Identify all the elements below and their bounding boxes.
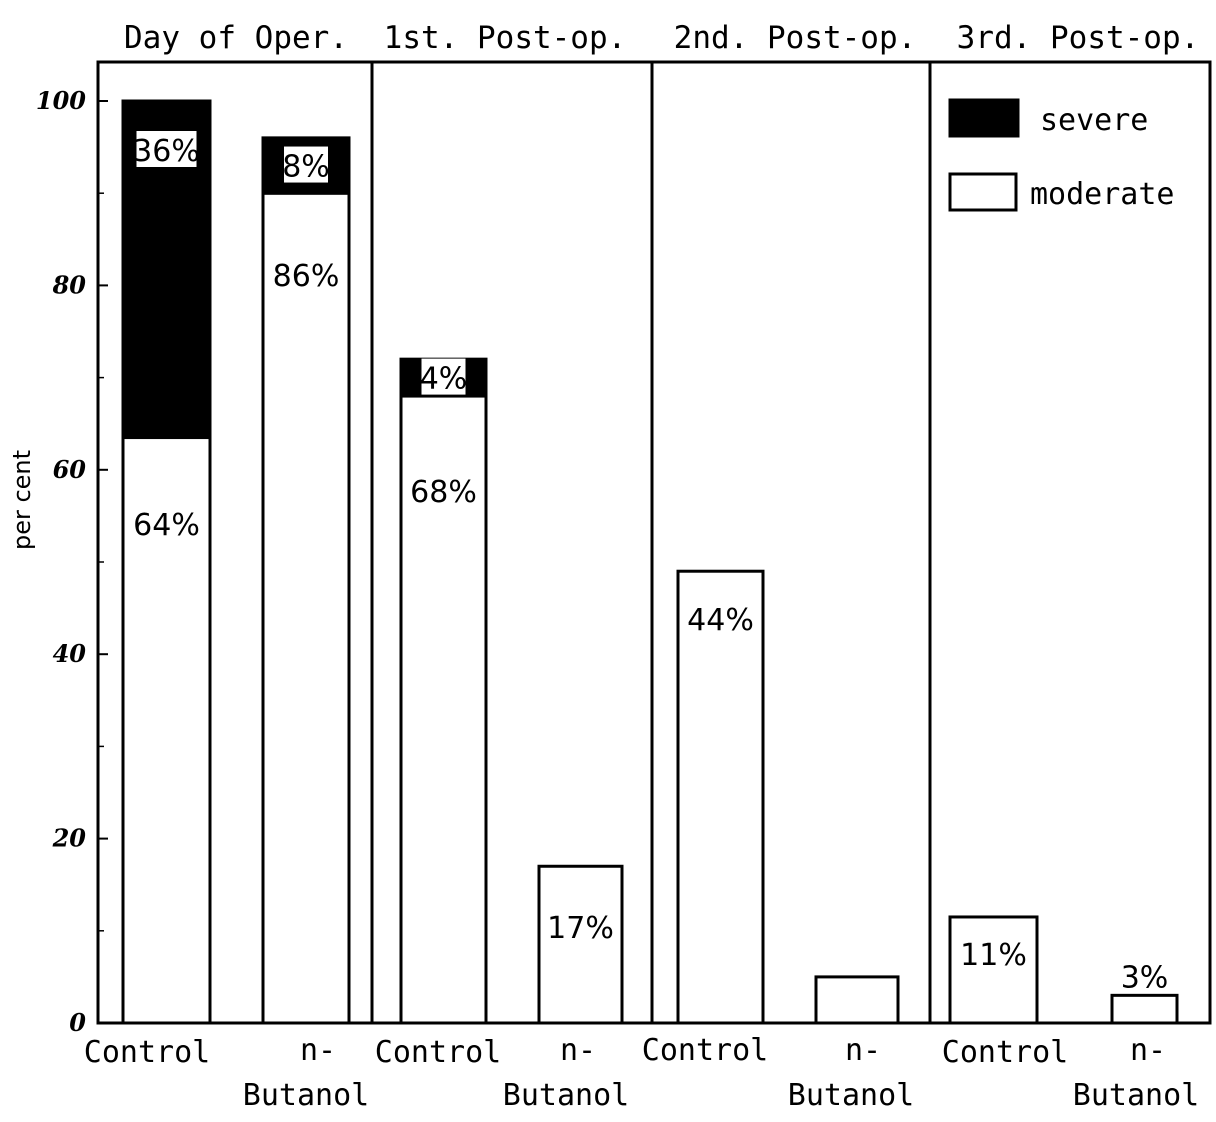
y-tick-label: 80 [52, 270, 87, 299]
data-label-moderate: 68% [410, 475, 477, 510]
bar-moderate [399, 394, 488, 1025]
legend-swatch-severe [948, 98, 1020, 138]
category-label: Control [375, 1035, 501, 1070]
category-label-line: Butanol [1073, 1078, 1199, 1113]
category-label-line: n- [560, 1033, 596, 1068]
category-label-line: Butanol [503, 1078, 629, 1113]
category-label-line: Butanol [243, 1078, 369, 1113]
y-tick-label: 60 [53, 455, 87, 484]
legend-label-severe: severe [1040, 103, 1148, 138]
data-label-box [284, 146, 328, 183]
data-label-moderate: 17% [547, 911, 614, 946]
bar-moderate [121, 436, 212, 1025]
data-label-moderate: 64% [133, 508, 200, 543]
data-label-moderate: 86% [273, 259, 340, 294]
y-tick-label: 20 [52, 824, 87, 853]
legend-swatch-moderate [948, 172, 1018, 212]
bar-moderate [948, 915, 1039, 1025]
group-title: 1st. Post-op. [384, 20, 627, 56]
bar-moderate [676, 569, 765, 1025]
bar-moderate [261, 191, 351, 1025]
y-tick-label: 40 [53, 639, 87, 668]
group-title: 2nd. Post-op. [674, 20, 917, 56]
group-title: 3rd. Post-op. [957, 20, 1200, 56]
bar-moderate [537, 864, 624, 1025]
data-label-moderate: 11% [960, 938, 1027, 973]
category-label: Control [942, 1035, 1068, 1070]
category-label-line: n- [1130, 1033, 1166, 1068]
bar-moderate [814, 975, 900, 1025]
data-label-severe: 4% [420, 362, 468, 397]
y-tick-label: 0 [69, 1008, 86, 1037]
plot-frame [96, 60, 1212, 1025]
category-label-line: n- [845, 1033, 881, 1068]
data-label-moderate: 3% [1121, 960, 1169, 995]
category-label-line: Butanol [788, 1078, 914, 1113]
bar-moderate [1110, 993, 1179, 1025]
data-label-moderate: 44% [687, 603, 754, 638]
data-label-box [421, 358, 466, 395]
y-axis-label: per cent [8, 450, 36, 550]
category-label: Control [642, 1033, 768, 1068]
y-tick-label: 100 [36, 86, 86, 115]
category-label: Control [84, 1035, 210, 1070]
data-label-severe: 8% [282, 150, 330, 185]
data-label-box [136, 131, 197, 167]
category-label-line: n- [300, 1033, 336, 1068]
group-title: Day of Oper. [124, 20, 348, 56]
data-label-severe: 36% [133, 134, 200, 169]
legend-label-moderate: moderate [1030, 177, 1175, 212]
